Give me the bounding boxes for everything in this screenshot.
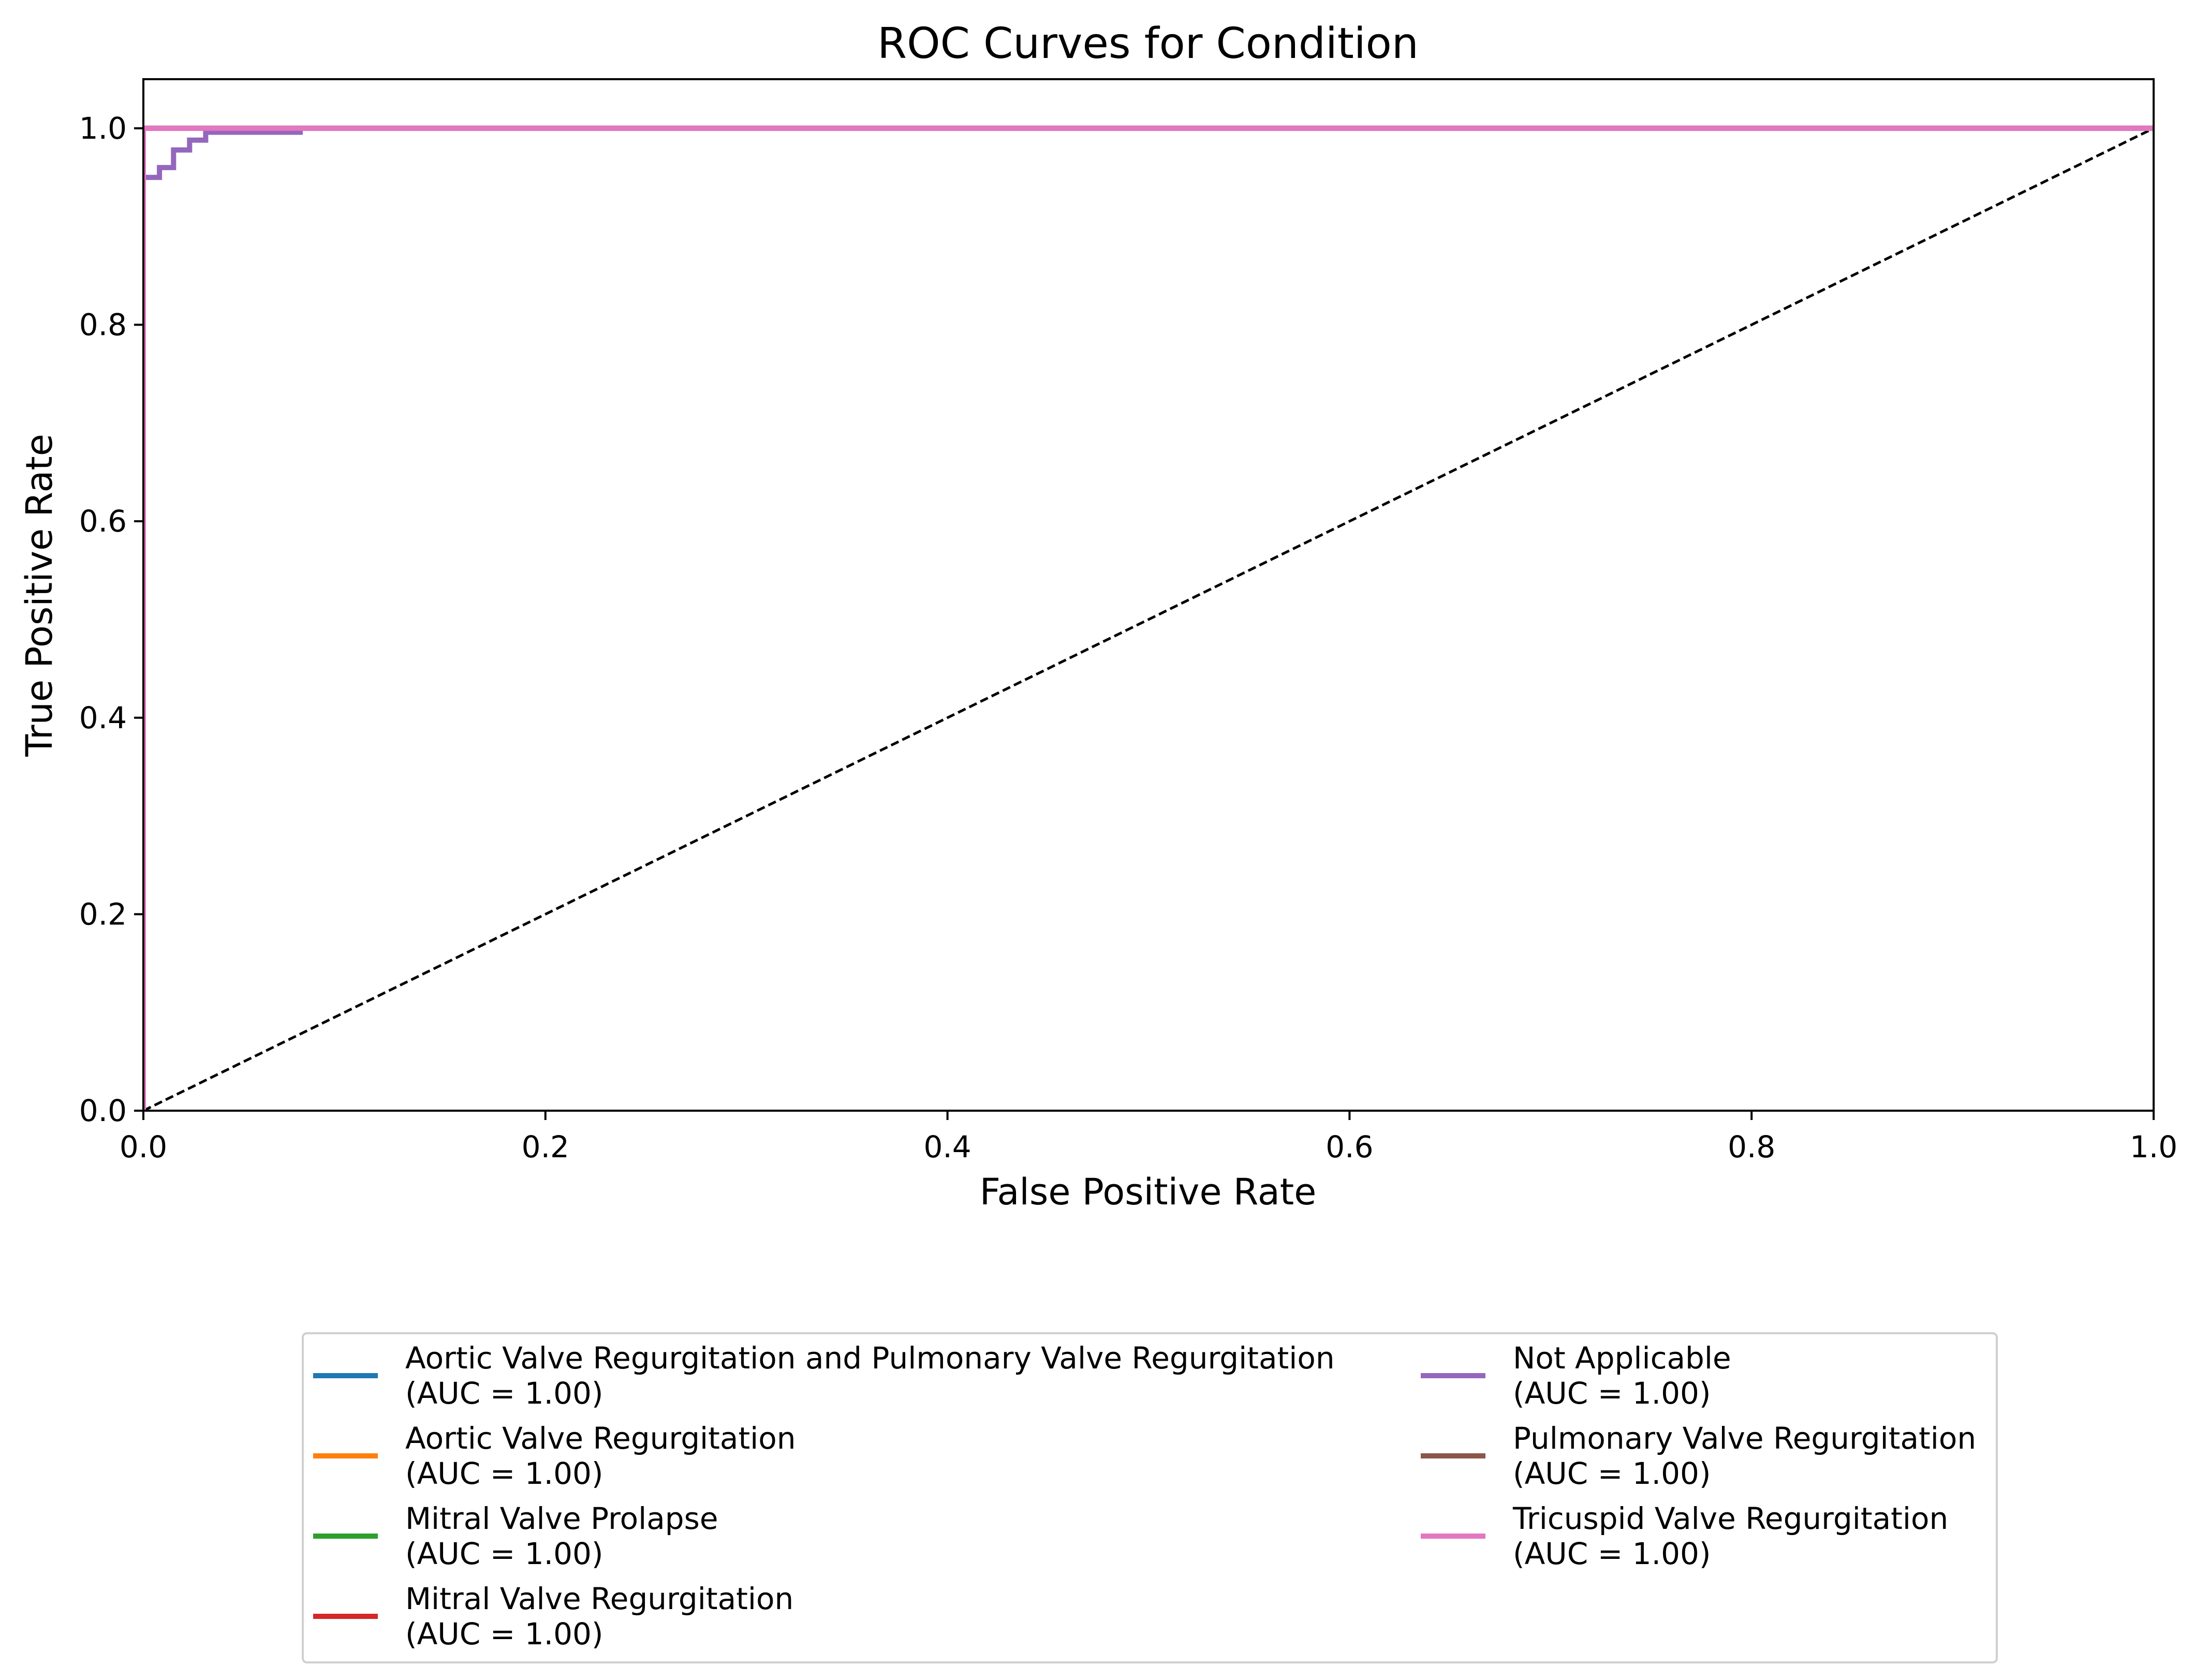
y-tick-label: 0.0 [79, 1093, 127, 1128]
chart-title: ROC Curves for Condition [877, 19, 1419, 68]
plot-area: 0.0 0.2 0.4 0.6 0.8 1.0 0.0 0.2 0.4 0.6 0.8 1.0 [79, 78, 2177, 1165]
legend-label-auc: (AUC = 1.00) [405, 1616, 603, 1652]
y-tick-label: 0.4 [79, 700, 127, 735]
y-tick-label: 0.8 [79, 307, 127, 343]
legend-label-name: Mitral Valve Regurgitation [405, 1581, 793, 1616]
plot-frame [142, 78, 2155, 1112]
legend-label-name: Pulmonary Valve Regurgitation [1513, 1421, 1976, 1456]
x-tick-label: 0.4 [923, 1129, 971, 1165]
x-tick-label: 0.2 [522, 1129, 569, 1165]
roc-line-4 [143, 125, 2154, 1111]
x-tick-label: 1.0 [2130, 1129, 2177, 1165]
legend-label-auc: (AUC = 1.00) [1513, 1536, 1711, 1571]
legend-label-name: Tricuspid Valve Regurgitation [1512, 1501, 1948, 1536]
legend-label-auc: (AUC = 1.00) [405, 1376, 603, 1411]
legend-label-name: Mitral Valve Prolapse [405, 1501, 718, 1536]
x-tick-label: 0.0 [120, 1129, 167, 1165]
legend-label-auc: (AUC = 1.00) [405, 1536, 603, 1571]
y-tick-label: 0.6 [79, 504, 127, 539]
series-lines [143, 125, 2154, 1111]
legend-label-name: Not Applicable [1513, 1340, 1731, 1376]
x-tick-label: 0.6 [1326, 1129, 1373, 1165]
y-axis-label: True Positive Rate [18, 434, 61, 757]
legend: Aortic Valve Regurgitation and Pulmonary… [302, 1332, 1998, 1663]
legend-label-auc: (AUC = 1.00) [405, 1456, 603, 1491]
x-tick-label: 0.8 [1728, 1129, 1775, 1165]
legend-label-auc: (AUC = 1.00) [1513, 1376, 1711, 1411]
roc-line-6 [143, 125, 2154, 1111]
y-tick-label: 1.0 [79, 111, 127, 146]
legend-box [302, 1332, 1998, 1663]
y-tick-label: 0.2 [79, 896, 127, 932]
legend-label-name: Aortic Valve Regurgitation and Pulmonary… [405, 1340, 1335, 1376]
legend-label-auc: (AUC = 1.00) [1513, 1456, 1711, 1491]
chance-diagonal-line [143, 127, 2154, 1111]
x-axis-label: False Positive Rate [980, 1171, 1317, 1213]
legend-label-name: Aortic Valve Regurgitation [405, 1421, 796, 1456]
